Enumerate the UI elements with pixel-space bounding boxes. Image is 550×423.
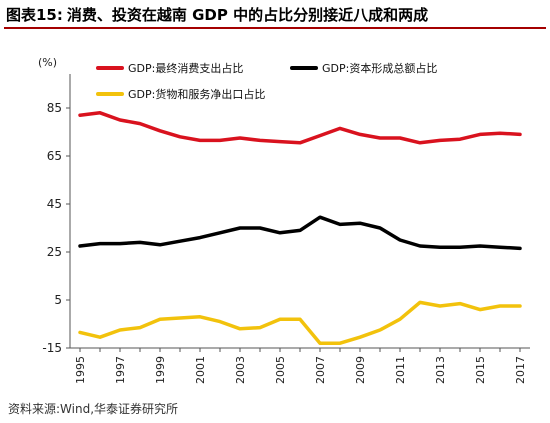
x-tick-label: 1999 [154, 356, 167, 384]
x-tick-label: 2009 [354, 356, 367, 384]
x-tick-label: 2005 [274, 356, 287, 384]
figure-title-text: 消费、投资在越南 GDP 中的占比分别接近八成和两成 [66, 6, 429, 24]
legend-item-3: GDP:货物和服务净出口占比 [96, 86, 265, 102]
x-tick-label: 2003 [234, 356, 247, 384]
legend-item-1: GDP:最终消费支出占比 [96, 60, 243, 76]
series-line-1 [78, 111, 522, 145]
legend-swatch [290, 66, 318, 70]
x-tick-label: 2013 [434, 356, 447, 384]
series-line-3 [78, 300, 522, 345]
y-tick-label: 85 [47, 101, 62, 115]
legend-item-2: GDP:资本形成总额占比 [290, 60, 437, 76]
y-tick-label: 45 [47, 197, 62, 211]
x-tick-label: 2015 [474, 356, 487, 384]
legend-label: GDP:最终消费支出占比 [128, 62, 244, 75]
x-tick-label: 2001 [194, 356, 207, 384]
legend-label: GDP:资本形成总额占比 [322, 62, 438, 75]
x-tick-label: 2017 [514, 356, 527, 384]
y-axis-unit: (%) [38, 56, 58, 69]
figure-title: 图表15: 消费、投资在越南 GDP 中的占比分别接近八成和两成 [6, 4, 428, 25]
x-tick-label: 1995 [74, 356, 87, 384]
legend-swatch [96, 66, 124, 70]
x-tick-label: 1997 [114, 356, 127, 384]
y-tick-label: 5 [54, 293, 62, 307]
y-tick-label: -15 [42, 341, 62, 355]
x-tick-label: 2011 [394, 356, 407, 384]
y-tick-label: 25 [47, 245, 62, 259]
title-rule [4, 27, 546, 29]
x-tick-label: 2007 [314, 356, 327, 384]
source-note: 资料来源:Wind,华泰证券研究所 [8, 402, 179, 416]
y-tick-label: 65 [47, 149, 62, 163]
series-line-2 [78, 215, 522, 251]
legend-swatch [96, 92, 124, 96]
figure-number: 图表15: [6, 6, 63, 24]
legend-label: GDP:货物和服务净出口占比 [128, 88, 266, 101]
